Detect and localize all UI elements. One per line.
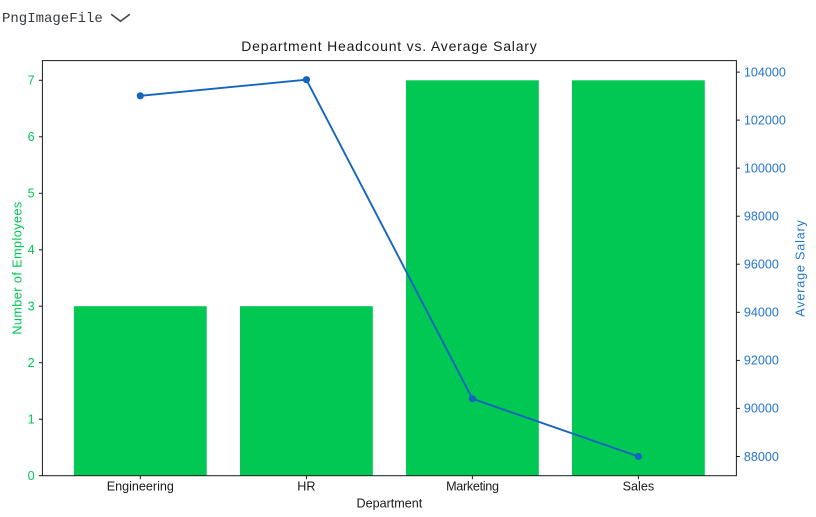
svg-text:94000: 94000	[744, 306, 779, 320]
svg-text:Number of Employees: Number of Employees	[10, 201, 24, 334]
svg-text:90000: 90000	[744, 402, 779, 416]
svg-text:92000: 92000	[744, 354, 779, 368]
svg-text:104000: 104000	[744, 65, 786, 79]
svg-text:3: 3	[28, 300, 35, 314]
svg-text:6: 6	[28, 130, 35, 144]
svg-text:102000: 102000	[744, 113, 786, 127]
svg-text:1: 1	[28, 413, 35, 427]
svg-text:Department Headcount vs. Avera: Department Headcount vs. Average Salary	[241, 38, 537, 54]
svg-text:Department: Department	[356, 496, 422, 510]
svg-text:HR: HR	[297, 480, 315, 494]
svg-text:0: 0	[28, 469, 35, 483]
svg-text:2: 2	[28, 356, 35, 370]
svg-text:4: 4	[28, 243, 35, 257]
svg-text:Sales: Sales	[623, 480, 655, 494]
svg-text:Marketing: Marketing	[446, 480, 499, 494]
svg-text:Average Salary: Average Salary	[794, 219, 808, 316]
svg-text:88000: 88000	[744, 450, 779, 464]
svg-text:Engineering: Engineering	[107, 480, 174, 494]
svg-text:5: 5	[28, 187, 35, 201]
svg-text:7: 7	[28, 74, 35, 88]
svg-text:100000: 100000	[744, 161, 786, 175]
svg-text:98000: 98000	[744, 210, 779, 224]
svg-text:96000: 96000	[744, 258, 779, 272]
